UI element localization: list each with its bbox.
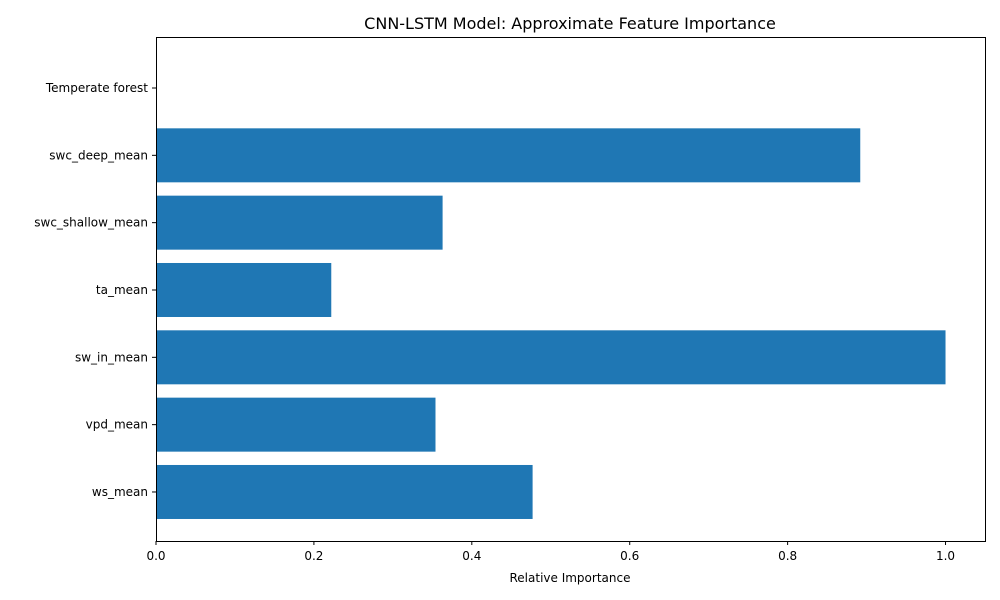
bar-ta-mean	[156, 262, 332, 317]
chart-title: CNN-LSTM Model: Approximate Feature Impo…	[364, 14, 776, 33]
x-tick-label: 0.8	[778, 549, 797, 563]
bar-swc-deep-mean	[156, 128, 861, 183]
bar-ws-mean	[156, 464, 533, 519]
bar-vpd-mean	[156, 397, 436, 452]
x-axis-label: Relative Importance	[510, 571, 631, 585]
y-tick-label: ta_mean	[96, 283, 148, 297]
y-tick-label: vpd_mean	[86, 418, 148, 432]
bar-swc-shallow-mean	[156, 195, 443, 250]
x-tick-label: 0.6	[620, 549, 639, 563]
plot-frame	[156, 37, 986, 542]
x-tick-label: 0.4	[462, 549, 481, 563]
y-tick-label: swc_deep_mean	[49, 148, 148, 162]
y-tick-label: swc_shallow_mean	[34, 216, 148, 230]
y-tick-label: Temperate forest	[45, 81, 148, 95]
y-tick-label: sw_in_mean	[75, 350, 148, 364]
y-tick-label: ws_mean	[92, 485, 148, 499]
y-axis-ticks: Temperate forest swc_deep_mean swc_shallow…	[34, 81, 156, 499]
x-tick-label: 1.0	[936, 549, 955, 563]
x-tick-label: 0.0	[146, 549, 165, 563]
bar-sw-in-mean	[156, 330, 946, 385]
x-axis-ticks: 0.0 0.2 0.4 0.6 0.8 1.0	[146, 541, 955, 563]
bars-group	[156, 128, 946, 519]
x-tick-label: 0.2	[304, 549, 323, 563]
